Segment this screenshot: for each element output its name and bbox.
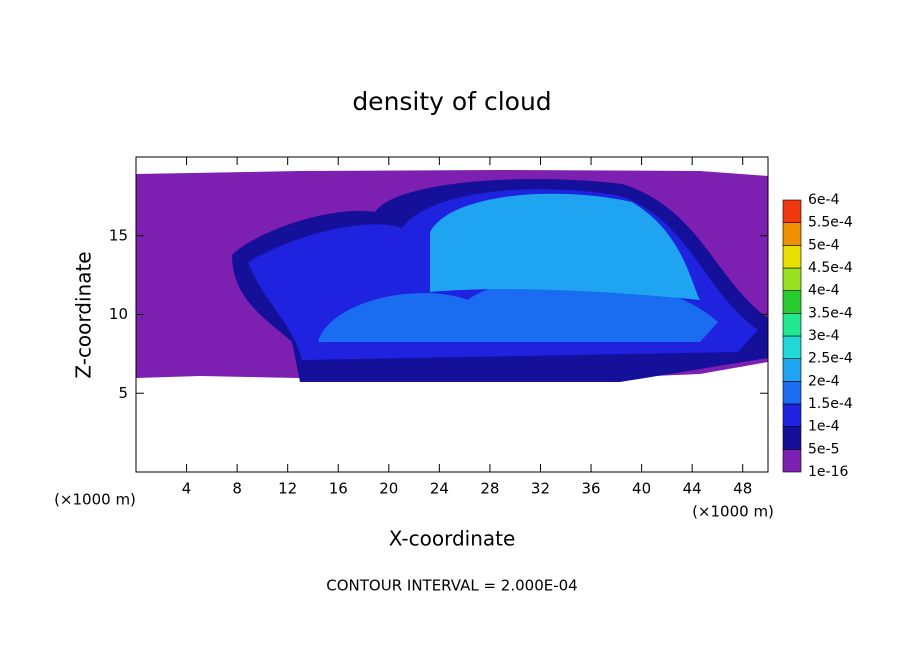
colorbar-swatch [782,403,802,427]
x-tick-label: 44 [683,480,702,498]
colorbar-swatch [782,199,802,223]
contour-band [318,277,718,342]
colorbar-label: 4e-4 [808,283,840,299]
x-tick-label: 12 [278,480,297,498]
x-tick-label: 48 [733,480,752,498]
y-tick-label: 15 [109,226,128,244]
colorbar-swatch [782,222,802,246]
y-tick-label: 10 [109,305,128,323]
y-tick-label: 5 [118,384,128,402]
colorbar-swatch [782,381,802,405]
x-tick-label: 8 [232,480,242,498]
colorbar-label: 2e-4 [808,373,840,389]
y-axis-label: Z-coordinate [72,251,96,378]
colorbar-swatch [782,245,802,269]
colorbar-label: 1e-16 [808,464,848,480]
colorbar-swatch [782,426,802,450]
x-tick-label: 40 [632,480,651,498]
x-tick-label: 36 [581,480,600,498]
colorbar-label: 3e-4 [808,328,840,344]
x-tick-label: 24 [430,480,449,498]
colorbar-label: 1e-4 [808,419,840,435]
colorbar-label: 5e-4 [808,237,840,253]
colorbar-swatch [782,335,802,359]
colorbar-label: 5.5e-4 [808,215,853,231]
colorbar-swatch [782,449,802,473]
contour-note: CONTOUR INTERVAL = 2.000E-04 [326,577,577,595]
colorbar-label: 5e-5 [808,441,839,457]
colorbar-swatch [782,358,802,382]
contour-band [430,193,700,300]
colorbar-swatch [782,267,802,291]
x-tick-label: 20 [379,480,398,498]
x-axis-label: X-coordinate [389,527,516,551]
x-tick-label: 16 [329,480,348,498]
colorbar-swatch [782,290,802,314]
y-unit-label: (×1000 m) [54,491,136,509]
colorbar-label: 1.5e-4 [808,396,853,412]
colorbar-label: 4.5e-4 [808,260,853,276]
x-tick-label: 28 [480,480,499,498]
colorbar-label: 2.5e-4 [808,351,853,367]
x-unit-label: (×1000 m) [692,503,774,521]
colorbar-label: 6e-4 [808,192,840,208]
x-tick-label: 32 [531,480,550,498]
chart-title: density of cloud [352,87,551,116]
colorbar-label: 3.5e-4 [808,305,853,321]
contour-field [136,170,768,382]
x-tick-label: 4 [182,480,192,498]
colorbar-swatch [782,313,802,337]
